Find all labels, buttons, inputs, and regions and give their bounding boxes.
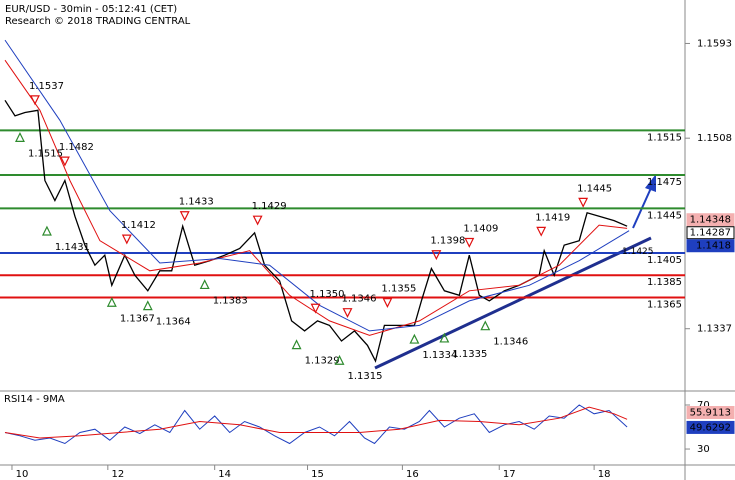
x-tick-label: 18	[598, 469, 611, 480]
forecast-arrow-head	[645, 174, 656, 192]
level-label: 1.1405	[647, 255, 682, 266]
low-label: 1.1515	[28, 148, 63, 159]
y-tick-label: 1.1593	[697, 38, 732, 49]
high-marker	[252, 215, 263, 226]
low-marker	[334, 354, 345, 365]
high-marker	[431, 250, 442, 261]
price-tag-label: 1.14348	[690, 215, 731, 226]
low-marker	[199, 279, 210, 290]
level-label: 1.1365	[647, 300, 682, 311]
low-marker	[480, 320, 491, 331]
x-tick-label: 17	[503, 469, 516, 480]
low-label: 1.1335	[452, 349, 487, 360]
high-label: 1.1346	[341, 294, 376, 305]
high-label: 1.1429	[252, 201, 287, 212]
series-line	[4, 59, 628, 336]
price-tag-label: 1.1418	[696, 241, 731, 252]
y-tick-label: 30	[697, 444, 710, 455]
low-label: 1.1315	[348, 371, 383, 382]
level-label: 1.1385	[647, 277, 682, 288]
low-marker	[409, 333, 420, 344]
rsi-title: RSI14 - 9MA	[4, 394, 65, 405]
y-tick-label: 1.1508	[697, 133, 732, 144]
x-tick-label: 16	[406, 469, 419, 480]
high-label: 1.1537	[29, 81, 64, 92]
low-label: 1.1431	[55, 242, 90, 253]
high-marker	[179, 211, 190, 222]
high-label: 1.1412	[121, 220, 156, 231]
low-marker	[291, 339, 302, 350]
high-label: 1.1350	[310, 289, 345, 300]
high-marker	[342, 308, 353, 319]
high-label: 1.1409	[463, 223, 498, 234]
low-marker	[142, 300, 153, 311]
price-tag	[686, 226, 735, 240]
level-label: 1.1515	[647, 132, 682, 143]
series-line	[4, 406, 628, 439]
price-tag	[686, 239, 735, 253]
price-tag-label: 1.14287	[690, 228, 731, 239]
chart-title: EUR/USD - 30min - 05:12:41 (CET)	[5, 4, 177, 15]
low-label: 1.1334	[422, 350, 457, 361]
y-tick-label: 70	[697, 400, 710, 411]
x-tick-label: 10	[16, 469, 29, 480]
high-marker	[29, 95, 40, 106]
y-tick-label: 1.1337	[697, 324, 732, 335]
low-label: 1.1346	[493, 337, 528, 348]
price-tag-label: 55.9113	[690, 408, 731, 419]
trend-line	[374, 236, 652, 370]
level-label: 1.1445	[647, 210, 682, 221]
price-tag	[686, 213, 735, 227]
x-tick-label: 12	[111, 469, 124, 480]
trend-label: 1.1425	[622, 247, 654, 257]
high-label: 1.1482	[59, 142, 94, 153]
high-marker	[310, 303, 321, 314]
high-label: 1.1419	[535, 212, 570, 223]
high-label: 1.1355	[381, 284, 416, 295]
high-label: 1.1445	[577, 183, 612, 194]
level-label: 1.1475	[647, 177, 682, 188]
low-label: 1.1364	[156, 317, 191, 328]
low-label: 1.1367	[120, 313, 155, 324]
low-marker	[439, 332, 450, 343]
high-label: 1.1433	[179, 197, 214, 208]
high-marker	[464, 237, 475, 248]
low-marker	[41, 225, 52, 236]
high-marker	[121, 234, 132, 245]
low-label: 1.1383	[213, 295, 248, 306]
price-tag	[686, 420, 735, 434]
low-label: 1.1329	[305, 356, 340, 367]
price-tag-label: 49.6292	[690, 422, 731, 433]
series-line	[4, 404, 628, 445]
low-marker	[15, 132, 25, 142]
high-label: 1.1398	[430, 236, 465, 247]
x-tick-label: 14	[218, 469, 231, 480]
high-marker	[59, 156, 70, 167]
high-marker	[536, 226, 547, 237]
high-marker	[382, 298, 393, 308]
chart-subtitle: Research © 2018 TRADING CENTRAL	[5, 16, 191, 27]
low-marker	[106, 296, 117, 307]
x-tick-label: 15	[311, 469, 324, 480]
price-tag	[686, 406, 735, 420]
high-marker	[578, 197, 589, 208]
